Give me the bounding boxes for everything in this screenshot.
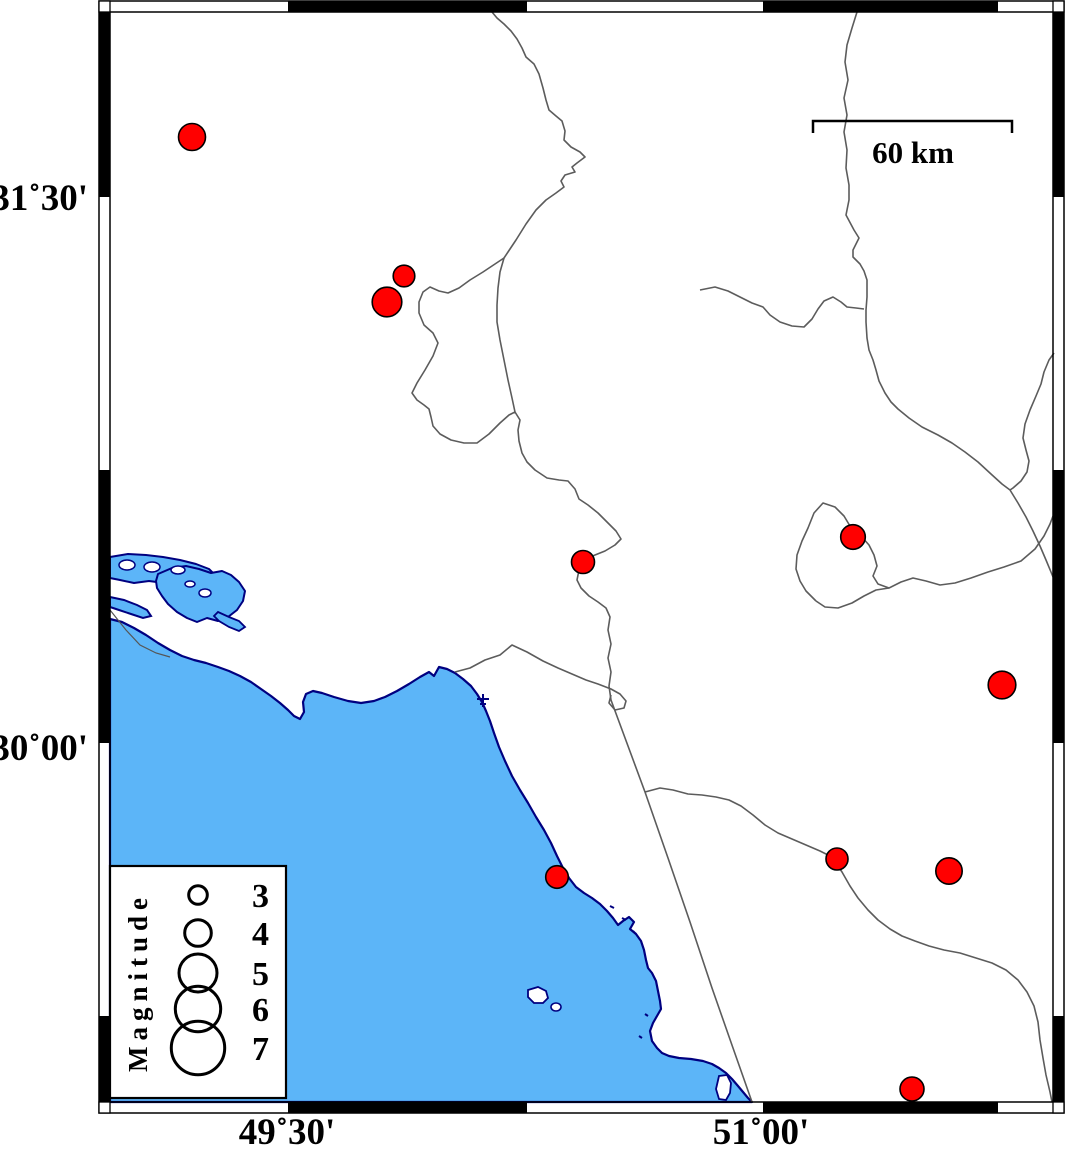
frame-segment bbox=[763, 1, 998, 12]
boundary-loop-south bbox=[815, 587, 890, 609]
legend-value: 6 bbox=[252, 992, 269, 1029]
frame-segment bbox=[1053, 470, 1064, 743]
earthquake-marker bbox=[544, 864, 570, 890]
earthquake-marker bbox=[839, 523, 867, 551]
boundary-line-east-edge bbox=[1009, 352, 1055, 491]
x-axis-tick-label: 49˚30' bbox=[239, 1112, 336, 1151]
boundary-line-northeast bbox=[843, 11, 1054, 578]
legend-value: 7 bbox=[252, 1031, 269, 1068]
boundary-layer bbox=[411, 11, 1055, 1103]
earthquake-marker bbox=[570, 549, 596, 575]
legend-circle-mag-5 bbox=[177, 952, 219, 994]
boundary-line-west bbox=[411, 11, 622, 701]
lake-islet bbox=[198, 588, 212, 598]
corner-square bbox=[1052, 1101, 1065, 1114]
legend-value: 3 bbox=[252, 878, 269, 915]
boundary-line-branch bbox=[496, 257, 516, 413]
x-axis-tick-label: 51˚00' bbox=[713, 1112, 810, 1151]
earthquake-marker bbox=[371, 286, 403, 318]
earthquake-marker bbox=[987, 670, 1017, 700]
earthquake-marker bbox=[392, 264, 416, 288]
legend-value: 5 bbox=[252, 956, 269, 993]
legend-value: 4 bbox=[252, 916, 269, 953]
earthquake-marker bbox=[934, 856, 963, 885]
corner-square bbox=[98, 1101, 111, 1114]
earthquake-marker bbox=[177, 122, 207, 152]
corner-square bbox=[1052, 0, 1065, 13]
earthquake-marker bbox=[825, 847, 849, 871]
lake-islet bbox=[184, 580, 196, 588]
gulf-island-south bbox=[715, 1074, 732, 1101]
boundary-line-southeast bbox=[644, 787, 1053, 1103]
estuary-channel-south bbox=[109, 595, 153, 620]
marsh-island bbox=[170, 565, 186, 575]
frame-segment bbox=[288, 1102, 527, 1113]
map-frame bbox=[98, 0, 1065, 1114]
boundary-loop-north bbox=[795, 502, 1054, 602]
axis-labels: 31˚30' 30˚00' 49˚30' 51˚00' bbox=[0, 178, 809, 1151]
gulf-island bbox=[527, 986, 550, 1004]
marsh-island bbox=[118, 559, 136, 571]
gulf-islet bbox=[550, 1002, 562, 1012]
frame-segment bbox=[99, 470, 110, 743]
scale-bar: 60 km bbox=[811, 119, 1014, 170]
boundary-line-west-stub bbox=[699, 286, 865, 328]
frame-segment bbox=[763, 1102, 998, 1113]
legend-circle-mag-6 bbox=[173, 984, 223, 1034]
frame-segment bbox=[288, 1, 527, 12]
legend-circle-mag-3 bbox=[187, 884, 209, 906]
estuary-arm bbox=[212, 610, 247, 633]
y-axis-tick-label: 31˚30' bbox=[0, 178, 88, 219]
frame-segment bbox=[99, 1016, 110, 1102]
frame-segment bbox=[99, 12, 110, 197]
frame-segment bbox=[1053, 12, 1064, 197]
frame-segment bbox=[1053, 1016, 1064, 1102]
scale-bar-label: 60 km bbox=[872, 135, 954, 170]
earthquake-markers bbox=[177, 122, 1017, 1102]
scale-bar-line bbox=[811, 119, 1014, 133]
legend-circle-mag-4 bbox=[183, 918, 213, 948]
legend-title: Magnitude bbox=[123, 892, 153, 1072]
coastal-marks bbox=[477, 694, 649, 1039]
marsh-island bbox=[143, 561, 161, 573]
earthquake-marker bbox=[899, 1076, 925, 1102]
border-line-in-water bbox=[109, 609, 171, 658]
y-axis-tick-label: 30˚00' bbox=[0, 728, 88, 769]
corner-square bbox=[98, 0, 111, 13]
boundary-line-to-coast bbox=[454, 644, 627, 711]
legend-circle-mag-7 bbox=[169, 1019, 227, 1077]
